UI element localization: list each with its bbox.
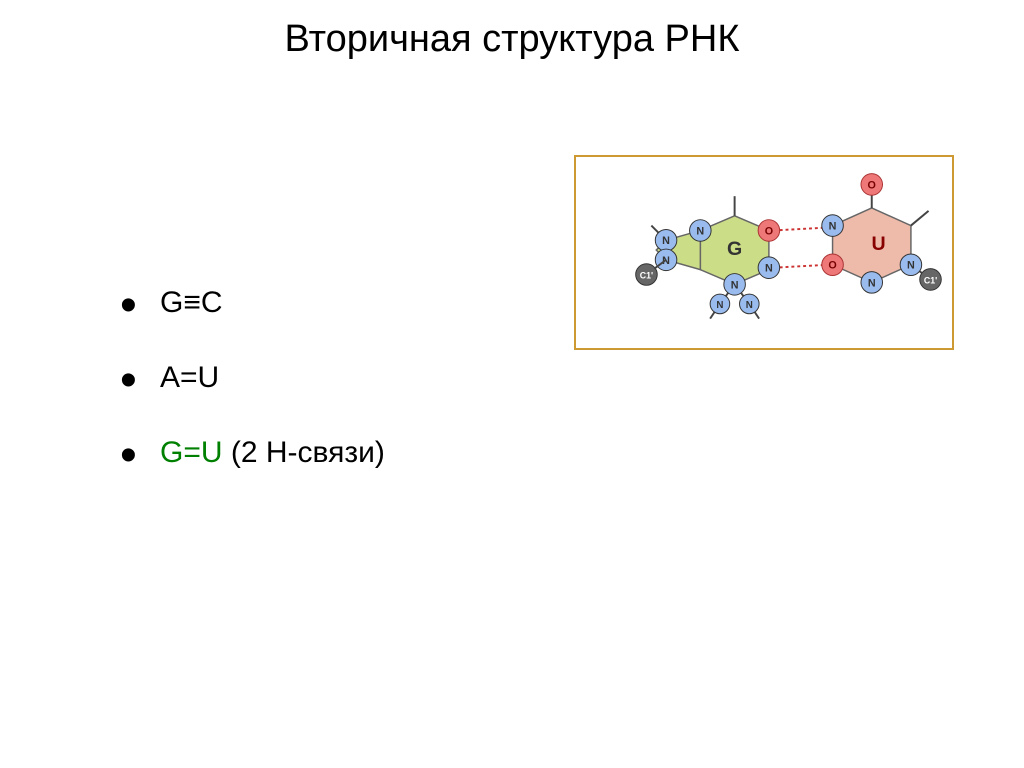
atom-label: O xyxy=(828,260,836,272)
hydrogen-bond xyxy=(774,228,828,231)
atom-label: N xyxy=(765,263,773,275)
atom-label: N xyxy=(716,300,723,311)
atom-label: O xyxy=(868,179,876,191)
uracil-label: U xyxy=(872,233,886,255)
bullet-text: A=U xyxy=(160,361,219,394)
atom-label: C1' xyxy=(640,270,653,280)
hydrogen-bond xyxy=(774,265,829,268)
atom-label: N xyxy=(662,235,670,247)
atom-label: N xyxy=(907,260,915,272)
atom-label: N xyxy=(868,277,876,289)
bullet-text: G≡С xyxy=(160,286,223,319)
molecule-svg: N N N N N N N O C1' xyxy=(576,157,952,348)
bullet-suffix: (2 H-связи) xyxy=(223,436,385,469)
molecule-diagram: N N N N N N N O C1' xyxy=(574,155,954,350)
atom-label: N xyxy=(696,225,704,237)
bullet-item-gu: G=U (2 H-связи) xyxy=(120,430,385,475)
bullet-prefix: G=U xyxy=(160,436,223,469)
atom-label: O xyxy=(765,225,773,237)
atom-label: N xyxy=(731,279,739,291)
slide-content: Вторичная структура РНК G≡С A=U G=U (2 H… xyxy=(0,0,1024,768)
atom-label: N xyxy=(746,300,753,311)
bond-line xyxy=(911,211,929,226)
slide-title: Вторичная структура РНК xyxy=(0,0,1024,61)
guanine-label: G xyxy=(727,238,742,260)
atom-label: C1' xyxy=(924,275,937,285)
atom-label: N xyxy=(829,220,837,232)
bullet-list: G≡С A=U G=U (2 H-связи) xyxy=(120,280,385,505)
bullet-item-au: A=U xyxy=(120,355,385,400)
bullet-item-gc: G≡С xyxy=(120,280,385,325)
